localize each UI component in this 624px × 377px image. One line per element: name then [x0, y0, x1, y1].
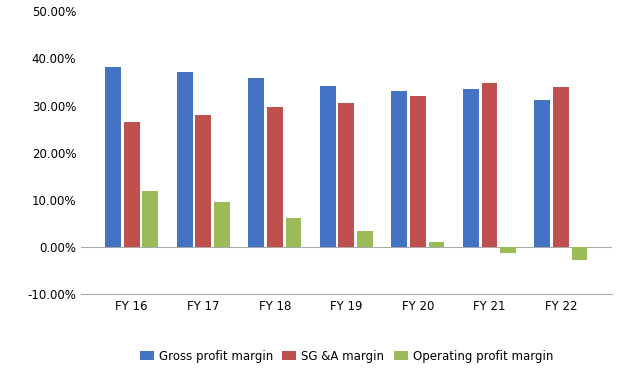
Bar — [410, 96, 426, 247]
Bar — [124, 122, 140, 247]
Bar — [286, 218, 301, 247]
Legend: Gross profit margin, SG &A margin, Operating profit margin: Gross profit margin, SG &A margin, Opera… — [135, 345, 558, 367]
Bar — [357, 231, 373, 247]
Bar — [177, 72, 193, 247]
Bar — [535, 100, 550, 247]
Bar — [142, 192, 158, 247]
Bar — [195, 115, 211, 247]
Bar — [572, 247, 587, 260]
Bar — [267, 107, 283, 247]
Bar — [214, 202, 230, 247]
Bar — [429, 242, 444, 247]
Bar — [320, 86, 336, 247]
Bar — [553, 87, 569, 247]
Bar — [482, 83, 497, 247]
Bar — [248, 78, 264, 247]
Bar — [338, 103, 354, 247]
Bar — [391, 91, 407, 247]
Bar — [463, 89, 479, 247]
Bar — [500, 247, 516, 253]
Bar — [105, 67, 121, 247]
